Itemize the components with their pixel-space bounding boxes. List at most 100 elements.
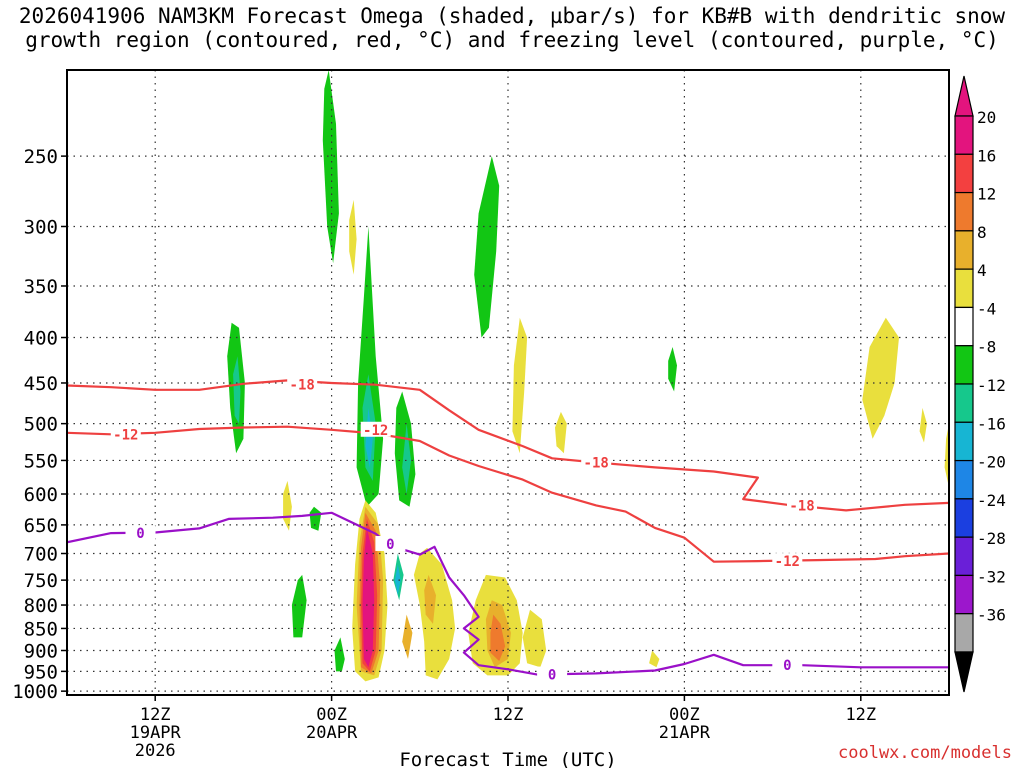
colorbar-label: 20 [977,108,996,127]
colorbar-label: -4 [977,299,996,318]
omega-region-4 [349,199,357,275]
contour-label: -12 [113,427,138,443]
omega-region-4 [944,423,949,488]
contour--18 [67,379,949,512]
omega-region--4 [309,506,322,531]
x-tick-label: 12Z [493,705,524,725]
colorbar-swatch [954,498,974,538]
colorbar-swatch [954,383,974,423]
colorbar-label: 8 [977,223,987,242]
x-tick-label: 00Z [669,705,700,725]
colorbar-swatch [954,459,974,500]
contour-label: -18 [789,498,814,514]
colorbar-swatch [954,230,974,270]
contour-label: 0 [548,668,556,684]
y-tick-label: 700 [24,544,58,566]
omega-region--4 [334,637,345,672]
colorbar-swatch [954,345,974,385]
colorbar-label: -8 [977,338,996,357]
omega-region-4 [283,480,292,531]
site-credit: coolwx.com/models [838,743,1012,763]
contour-label-bg [787,497,817,513]
omega-region--4 [291,574,307,638]
contour-label: 0 [136,526,144,542]
omega-region-12 [490,614,506,662]
contour-label: -18 [290,378,315,394]
colorbar-label: -24 [977,491,1006,510]
contour-lines: -18 -18 -18 -12 -12 -12 0 0 0 0 [67,376,949,684]
colorbar-swatch [954,306,974,347]
y-tick-label: 1000 [12,681,58,703]
colorbar-swatch [954,421,974,462]
contour-label-bg [772,657,803,673]
y-tick-label: 300 [24,216,58,238]
contour--12 [67,425,949,563]
colorbar-label: -32 [977,567,1006,586]
contour-label-bg [287,376,318,392]
chart-title: 2026041906 NAM3KM Forecast Omega (shaded… [0,4,1024,52]
colorbar-label: 4 [977,261,987,280]
contour-label: 0 [783,658,791,674]
contour-label-bg [375,536,406,552]
omega-region--4 [474,156,500,338]
omega-region-4 [649,650,660,668]
colorbar-label: -16 [977,414,1006,433]
contour-label: -18 [584,456,609,472]
omega-shading [227,70,949,682]
colorbar-label: -12 [977,376,1006,395]
y-tick-label: 400 [24,328,58,350]
omega-region-4 [862,317,899,439]
contour-label: -12 [363,423,388,439]
omega-region--4 [668,347,677,392]
colorbar-label: -28 [977,529,1006,548]
y-tick-label: 800 [24,595,58,617]
contour-0 [67,511,949,676]
y-tick-label: 650 [24,515,58,537]
colorbar-swatch [954,191,974,232]
colorbar-swatch [954,268,974,309]
omega-region-4 [919,407,927,443]
pressure-axis: 2503003504004505005506006507007508008509… [12,146,67,703]
y-tick-label: 750 [24,570,58,592]
y-tick-label: 350 [24,276,58,298]
colorbar-label: 16 [977,146,996,165]
y-tick-label: 500 [24,414,58,436]
contour-label: 0 [386,537,394,553]
contour-label: -12 [775,554,800,570]
omega-region--8 [402,423,411,494]
colorbar-bottom-arrow [954,651,974,693]
omega-region-20 [362,527,375,668]
colorbar-swatch [954,536,974,577]
contour-label-bg [772,553,803,569]
x-tick-label: 12Z [845,705,876,725]
x-tick-label: 00Z [316,705,347,725]
colorbar-label: -20 [977,453,1006,472]
omega-region--12 [394,564,401,596]
omega-region-4 [413,547,456,680]
title-line-1: 2026041906 NAM3KM Forecast Omega (shaded… [18,4,1006,28]
colorbar-top-arrow [954,75,974,117]
omega-region-4 [555,411,567,454]
colorbar-swatch [954,574,974,615]
y-tick-label: 900 [24,640,58,662]
x-tick-date: 2026 [135,741,176,761]
omega-region--8 [233,356,241,424]
colorbar-swatch [954,115,974,155]
contour-label-bg [360,421,391,437]
omega-region-4 [522,609,547,668]
title-line-2: growth region (contoured, red, °C) and f… [25,28,999,52]
omega-region--4 [322,70,339,264]
colorbar: 20 16 12 8 4 -4 -8 -12 -16 -20 -24 -28 -32 -36 [954,75,1006,693]
y-tick-label: 850 [24,618,58,640]
y-tick-label: 450 [24,373,58,395]
x-axis-label: Forecast Time (UTC) [399,749,616,768]
colorbar-label: 12 [977,185,996,204]
x-tick-label: 12Z [140,705,171,725]
omega-region-8 [424,574,436,624]
omega-region-4 [512,317,528,454]
x-tick-date: 20APR [306,723,358,743]
omega-region-8 [402,614,413,659]
contour-label-bg [125,525,156,541]
contour-label-bg [537,666,568,682]
